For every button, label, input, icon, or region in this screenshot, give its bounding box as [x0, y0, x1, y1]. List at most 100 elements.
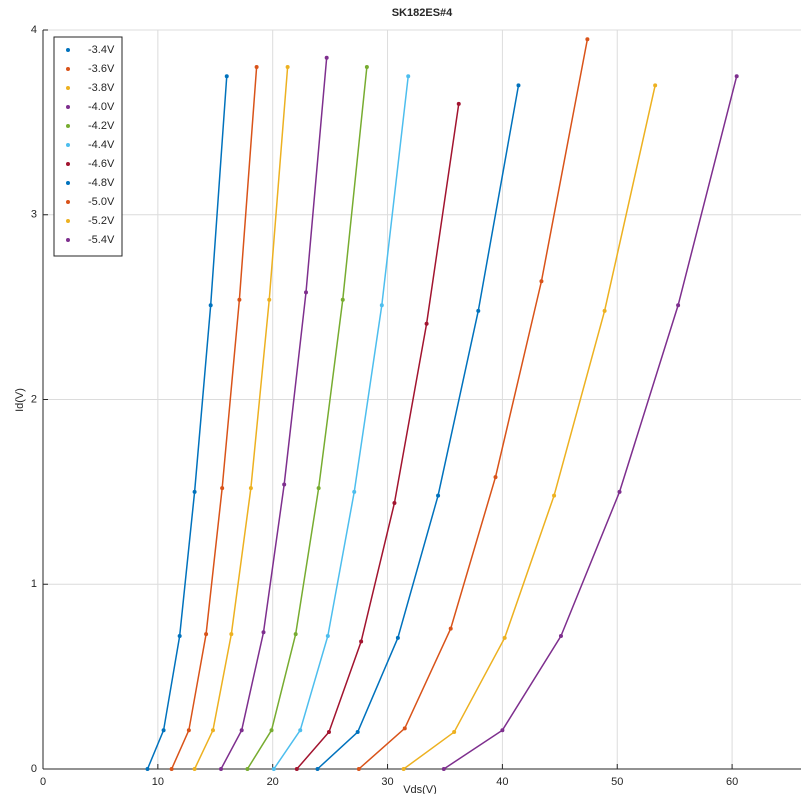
data-point: [325, 633, 330, 638]
y-axis-label: Id(V): [14, 388, 26, 412]
data-point: [271, 767, 276, 771]
legend-marker: [66, 105, 70, 109]
x-tick-label: 60: [726, 776, 738, 788]
x-tick-label: 20: [267, 776, 279, 788]
x-axis-label: Vds(V): [403, 784, 437, 794]
legend-label: -4.4V: [88, 139, 115, 151]
legend-label: -5.4V: [88, 234, 115, 246]
data-point: [254, 64, 259, 69]
data-point: [208, 303, 213, 308]
data-point: [298, 728, 303, 733]
fit-line: [220, 57, 328, 770]
data-point: [502, 635, 507, 640]
legend-box: [53, 36, 123, 257]
legend-marker: [66, 124, 70, 128]
legend-marker: [66, 67, 70, 71]
data-point: [653, 83, 658, 88]
x-tick-label: 10: [152, 776, 164, 788]
chart-title: SK182ES#4: [392, 7, 453, 19]
legend-label: -4.8V: [88, 177, 115, 189]
data-point: [356, 767, 361, 771]
fit-line: [170, 66, 258, 770]
data-point: [219, 767, 224, 771]
legend-marker: [66, 143, 70, 147]
legend-label: -4.0V: [88, 101, 115, 113]
data-point: [224, 74, 229, 79]
data-point: [282, 482, 287, 487]
legend-label: -3.6V: [88, 63, 115, 75]
data-point: [456, 101, 461, 106]
data-point: [364, 64, 369, 69]
data-point: [204, 632, 209, 637]
data-point: [248, 486, 253, 491]
data-point: [585, 37, 590, 42]
data-point: [161, 728, 166, 733]
data-point: [516, 83, 521, 88]
data-point: [229, 632, 234, 637]
legend-marker: [66, 181, 70, 185]
data-point: [285, 64, 290, 69]
fit-line: [246, 66, 368, 770]
data-point: [602, 308, 607, 313]
y-tick-label: 3: [31, 209, 37, 221]
y-tick-label: 2: [31, 393, 37, 405]
data-point: [359, 639, 364, 644]
data-point: [239, 728, 244, 733]
data-point: [402, 726, 407, 731]
legend-label: -3.8V: [88, 82, 115, 94]
data-point: [392, 500, 397, 505]
data-point: [294, 767, 299, 771]
data-point: [617, 489, 622, 494]
data-point: [192, 767, 197, 771]
fit-line: [358, 39, 589, 770]
data-point: [293, 632, 298, 637]
data-point: [406, 74, 411, 79]
legend-label: -3.4V: [88, 44, 115, 56]
fit-line: [403, 85, 656, 770]
data-point: [315, 767, 320, 771]
x-tick-label: 40: [496, 776, 508, 788]
data-point: [245, 767, 250, 771]
legend-label: -5.0V: [88, 196, 115, 208]
data-point: [316, 486, 321, 491]
data-point: [448, 626, 453, 631]
data-point: [267, 297, 272, 302]
data-point: [676, 303, 681, 308]
legend-marker: [66, 219, 70, 223]
data-point: [493, 475, 498, 480]
data-point: [169, 767, 174, 771]
data-point: [326, 730, 331, 735]
legend-marker: [66, 162, 70, 166]
y-tick-label: 4: [31, 24, 37, 36]
data-point: [424, 321, 429, 326]
data-point: [261, 630, 266, 635]
data-point: [379, 303, 384, 308]
data-point: [340, 297, 345, 302]
data-point: [324, 55, 329, 60]
y-tick-label: 0: [31, 763, 37, 775]
data-point: [145, 767, 150, 771]
data-point: [210, 728, 215, 733]
fit-line: [443, 76, 738, 770]
x-tick-label: 50: [611, 776, 623, 788]
data-point: [269, 728, 274, 733]
fit-line: [193, 66, 289, 770]
x-tick-label: 30: [381, 776, 393, 788]
legend-marker: [66, 48, 70, 52]
data-point: [395, 635, 400, 640]
fit-line: [296, 103, 460, 770]
data-point: [401, 767, 406, 771]
legend-marker: [66, 200, 70, 204]
data-point: [539, 279, 544, 284]
data-point: [441, 767, 446, 771]
data-point: [734, 74, 739, 79]
y-tick-label: 1: [31, 578, 37, 590]
data-point: [355, 730, 360, 735]
data-point: [500, 728, 505, 733]
legend-label: -4.6V: [88, 158, 115, 170]
data-point: [220, 486, 225, 491]
legend-label: -4.2V: [88, 120, 115, 132]
data-point: [186, 728, 191, 733]
data-point: [192, 489, 197, 494]
